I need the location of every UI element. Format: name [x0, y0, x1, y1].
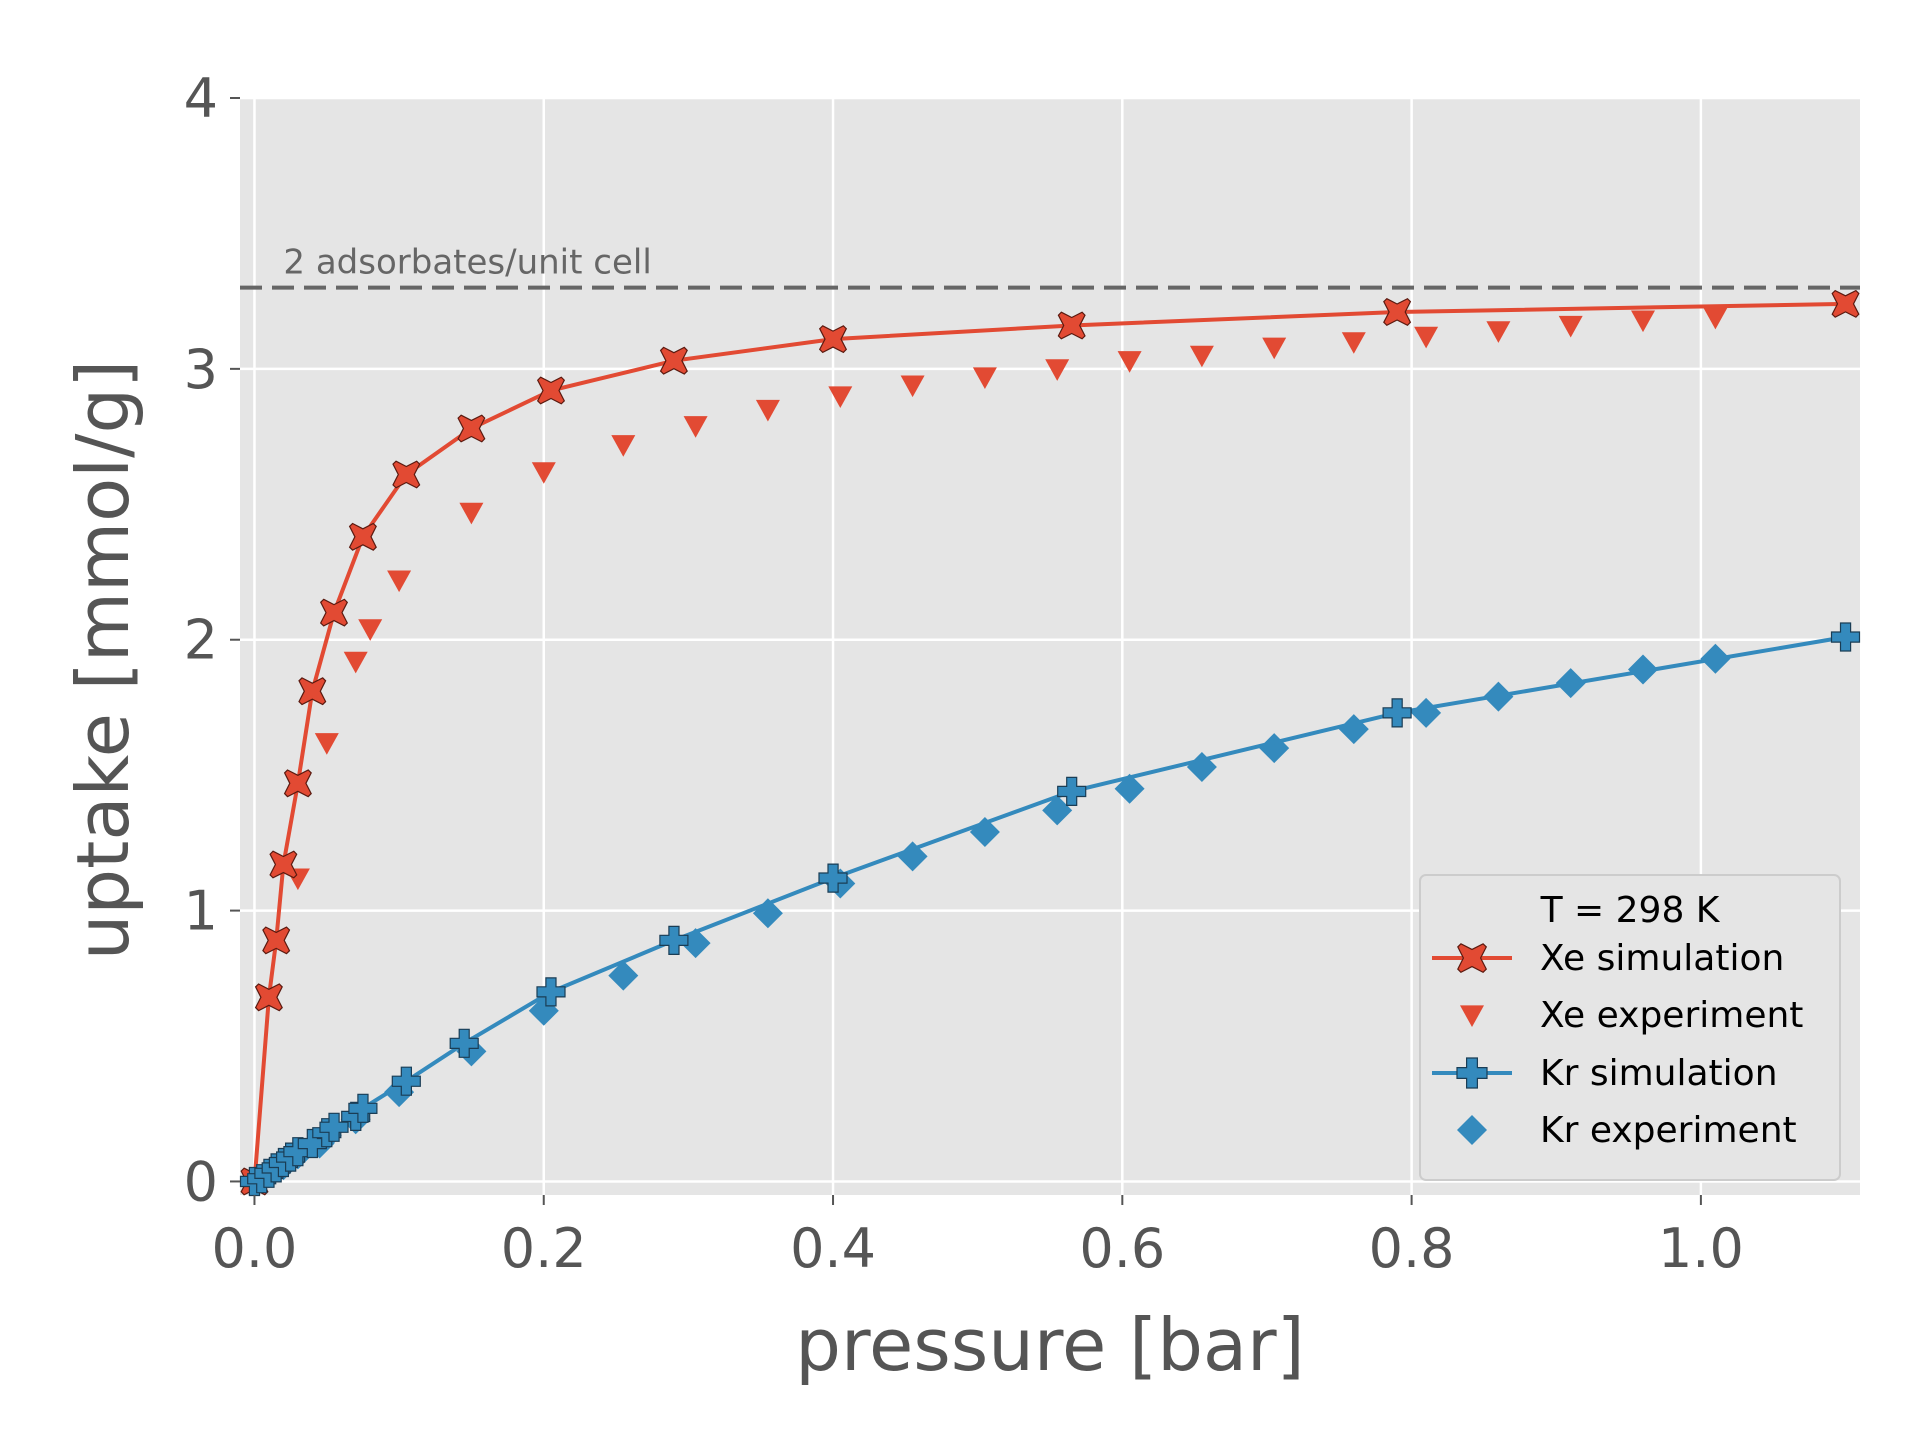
legend-marker — [1457, 943, 1488, 974]
xe-experiment-point — [1558, 315, 1583, 338]
xe-simulation-point — [269, 850, 298, 879]
xe-simulation-point — [1383, 297, 1412, 327]
legend-items: Xe simulation Xe experiment Kr simulation K… — [1432, 938, 1803, 1151]
kr-simulation-point — [1382, 698, 1412, 728]
y-tick-label: 0 — [184, 1150, 218, 1213]
xe-experiment-point — [1117, 351, 1142, 373]
xe-simulation-point — [818, 325, 848, 354]
reference-line-label: 2 adsorbates/unit cell — [283, 243, 651, 283]
kr-experiment-point — [1042, 795, 1073, 826]
kr-simulation-point — [1830, 622, 1861, 652]
xe-simulation-point — [659, 346, 688, 375]
kr-simulation-point — [319, 1112, 349, 1142]
series-layer — [239, 289, 1861, 1197]
legend-marker — [1457, 1115, 1487, 1145]
legend-box — [1419, 874, 1841, 1181]
y-tick-label: 4 — [184, 67, 218, 130]
kr-simulation-point — [536, 977, 566, 1007]
kr-simulation-point — [1057, 776, 1087, 807]
xe-experiment-point — [1486, 321, 1511, 343]
xe-simulation-point — [319, 598, 349, 627]
xe-experiment-point — [1703, 307, 1728, 330]
xe-experiment-point — [1045, 359, 1070, 381]
legend-label: Xe simulation — [1540, 938, 1784, 979]
xe-experiment-point — [1189, 345, 1214, 368]
x-tick-label: 0.0 — [212, 1217, 298, 1280]
legend-item-xe-experiment: Xe experiment — [1460, 995, 1803, 1036]
xe-simulation-point — [348, 522, 377, 551]
legend-label: Kr experiment — [1540, 1110, 1797, 1151]
xe-experiment-point — [1341, 332, 1366, 354]
x-tick-label: 0.6 — [1079, 1217, 1165, 1280]
xe-experiment-point — [531, 462, 556, 484]
xe-simulation-point — [254, 983, 283, 1012]
x-tick-label: 1.0 — [1658, 1217, 1744, 1280]
kr-simulation-point — [659, 925, 689, 956]
legend-marker — [1456, 1057, 1488, 1089]
xe-experiment-point — [1631, 310, 1655, 333]
xe-simulation-point — [392, 460, 421, 489]
kr-simulation-point — [818, 863, 848, 893]
x-axis-title: pressure [bar] — [795, 1303, 1304, 1387]
xe-simulation-series — [240, 289, 1860, 1196]
x-tick-label: 0.2 — [501, 1217, 587, 1280]
x-tick-label: 0.8 — [1369, 1217, 1455, 1280]
legend-marker — [1460, 1005, 1484, 1027]
xe-experiment-point — [900, 375, 925, 398]
xe-simulation-point — [536, 376, 566, 405]
kr-simulation-point — [297, 1128, 327, 1159]
xe-experiment-point — [1262, 337, 1287, 360]
kr-experiment-point — [897, 841, 928, 872]
kr-experiment-point — [608, 960, 639, 991]
kr-simulation-point — [391, 1066, 421, 1096]
xe-experiment-point — [358, 619, 383, 641]
kr-simulation-point — [348, 1093, 378, 1123]
reference-line-group: 2 adsorbates/unit cell — [240, 243, 1860, 290]
xe-experiment-point — [611, 435, 636, 457]
y-tick-label: 1 — [184, 880, 218, 943]
legend-label: Xe experiment — [1540, 995, 1803, 1036]
legend-item-xe-simulation: Xe simulation — [1432, 938, 1784, 979]
y-tick-label: 2 — [184, 609, 218, 672]
xe-simulation-point — [262, 926, 291, 955]
axis-ticks: 0.0 0.2 0.4 0.6 0.8 1.0 0 1 2 3 4 — [184, 67, 1744, 1280]
xe-simulation-point — [1057, 311, 1086, 340]
legend-title: T = 298 K — [1540, 890, 1721, 931]
xe-simulation-line — [252, 301, 1846, 1182]
xe-experiment-point — [387, 570, 412, 593]
y-axis-title: uptake [mmol/g] — [61, 360, 145, 960]
grid — [240, 96, 1860, 1195]
kr-simulation-series — [239, 622, 1861, 1197]
legend-item-kr-experiment: Kr experiment — [1457, 1110, 1797, 1151]
x-tick-label: 0.4 — [790, 1217, 876, 1280]
legend-label: Kr simulation — [1540, 1053, 1778, 1094]
kr-simulation-point — [449, 1028, 479, 1058]
xe-experiment-point — [972, 367, 997, 389]
xe-experiment-point — [683, 416, 708, 438]
legend: T = 298 K Xe simulation Xe experiment Kr s… — [1419, 874, 1841, 1181]
xe-experiment-point — [755, 399, 780, 422]
xe-simulation-point — [1831, 289, 1860, 318]
xe-experiment-series — [242, 307, 1728, 1194]
xe-experiment-point — [1414, 326, 1439, 349]
xe-simulation-point — [457, 414, 486, 443]
xe-experiment-point — [314, 733, 339, 755]
xe-experiment-point — [459, 502, 484, 525]
xe-experiment-point — [343, 651, 368, 674]
xe-simulation-point — [283, 769, 312, 798]
xe-simulation-point — [298, 677, 327, 706]
y-tick-label: 3 — [184, 338, 218, 401]
xe-experiment-point — [828, 386, 853, 408]
legend-item-kr-simulation: Kr simulation — [1432, 1053, 1778, 1094]
